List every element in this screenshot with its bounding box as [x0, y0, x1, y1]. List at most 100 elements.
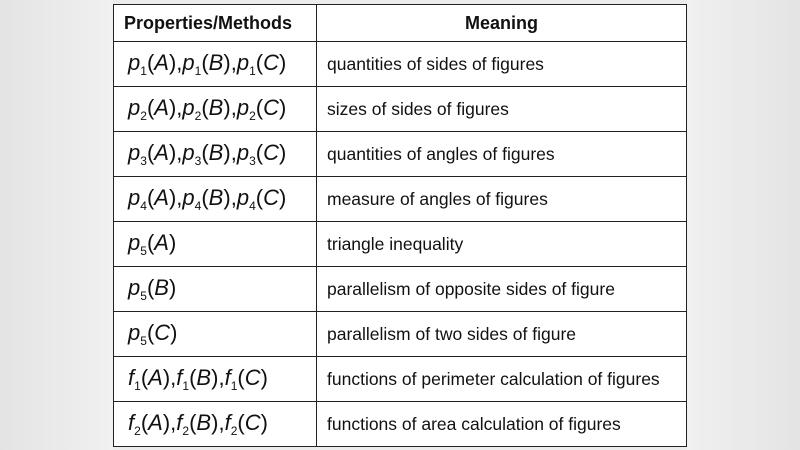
function-symbol: p	[128, 185, 141, 210]
property-cell: p2(A),p2(B),p2(C)	[113, 86, 317, 132]
function-argument: A	[148, 410, 163, 435]
function-subscript: 1	[249, 64, 256, 78]
property-cell: p5(A)	[113, 221, 317, 267]
table-row: p5(A) triangle inequality	[113, 221, 687, 267]
function-argument: C	[263, 185, 279, 210]
function-subscript: 5	[140, 289, 147, 303]
function-argument: B	[196, 410, 212, 435]
function-symbol: p	[128, 50, 141, 75]
function-subscript: 2	[140, 109, 147, 123]
function-symbol: f	[176, 365, 183, 390]
table-row: p4(A),p4(B),p4(C) measure of angles of fi…	[113, 176, 687, 222]
table-row: p5(C) parallelism of two sides of figure	[113, 311, 687, 357]
table-row: f1(A),f1(B),f1(C) functions of perimeter …	[113, 356, 687, 402]
function-symbol: p	[236, 140, 250, 165]
function-subscript: 2	[194, 109, 202, 123]
meaning-cell: parallelism of two sides of figure	[316, 311, 687, 357]
function-term: f1(B)	[176, 365, 219, 393]
function-symbol: p	[128, 320, 141, 345]
table-row: p2(A),p2(B),p2(C) sizes of sides of figur…	[113, 86, 687, 132]
function-symbol: p	[182, 95, 195, 120]
function-subscript: 4	[249, 199, 256, 213]
background-left	[0, 0, 113, 450]
function-argument: B	[196, 365, 212, 390]
function-symbol: f	[224, 410, 231, 435]
function-term: f1(C)	[224, 365, 268, 393]
meaning-cell: triangle inequality	[316, 221, 687, 267]
function-argument: A	[154, 95, 169, 120]
function-symbol: p	[128, 230, 141, 255]
function-term: p3(C)	[236, 140, 287, 168]
function-argument: B	[208, 50, 224, 75]
meaning-cell: functions of perimeter calculation of fi…	[316, 356, 687, 402]
function-term: p3(A)	[128, 140, 177, 168]
function-symbol: f	[176, 410, 183, 435]
function-term: f2(C)	[224, 410, 268, 438]
function-subscript: 2	[134, 424, 141, 438]
function-subscript: 1	[182, 379, 190, 393]
function-subscript: 1	[140, 64, 147, 78]
table-row: p1(A),p1(B),p1(C) quantities of sides of …	[113, 41, 687, 87]
function-subscript: 1	[194, 64, 202, 78]
function-term: p5(B)	[128, 275, 177, 303]
function-term: p5(C)	[128, 320, 178, 348]
property-cell: p1(A),p1(B),p1(C)	[113, 41, 317, 87]
meaning-cell: quantities of angles of figures	[316, 131, 687, 177]
function-argument: B	[208, 95, 224, 120]
table-row: f2(A),f2(B),f2(C) functions of area calcu…	[113, 401, 687, 447]
function-symbol: p	[236, 50, 250, 75]
meaning-cell: functions of area calculation of figures	[316, 401, 687, 447]
table-row: p5(B) parallelism of opposite sides of fi…	[113, 266, 687, 312]
function-term: p1(C)	[236, 50, 287, 78]
function-term: p2(A)	[128, 95, 177, 123]
background-right	[687, 0, 800, 450]
function-subscript: 2	[230, 424, 238, 438]
function-symbol: p	[236, 185, 250, 210]
function-subscript: 3	[140, 154, 147, 168]
function-term: p2(C)	[236, 95, 287, 123]
property-cell: p5(C)	[113, 311, 317, 357]
function-subscript: 4	[194, 199, 202, 213]
property-cell: p5(B)	[113, 266, 317, 312]
header-row: Properties/Methods Meaning	[113, 4, 687, 42]
property-cell: f1(A),f1(B),f1(C)	[113, 356, 317, 402]
table-row: p3(A),p3(B),p3(C) quantities of angles of…	[113, 131, 687, 177]
function-term: p3(B)	[182, 140, 231, 168]
function-argument: B	[154, 275, 169, 300]
function-argument: C	[263, 140, 279, 165]
function-argument: A	[148, 365, 163, 390]
function-subscript: 5	[140, 334, 147, 348]
function-symbol: f	[128, 365, 135, 390]
property-cell: f2(A),f2(B),f2(C)	[113, 401, 317, 447]
function-term: p4(A)	[128, 185, 177, 213]
function-term: f2(B)	[176, 410, 219, 438]
function-argument: A	[154, 50, 169, 75]
function-symbol: p	[182, 140, 195, 165]
property-cell: p4(A),p4(B),p4(C)	[113, 176, 317, 222]
function-subscript: 3	[249, 154, 256, 168]
function-argument: C	[263, 50, 279, 75]
function-argument: B	[208, 185, 224, 210]
meaning-cell: quantities of sides of figures	[316, 41, 687, 87]
function-argument: A	[154, 185, 169, 210]
function-subscript: 5	[140, 244, 147, 258]
function-subscript: 1	[230, 379, 238, 393]
function-term: p4(C)	[236, 185, 287, 213]
header-meaning: Meaning	[316, 4, 687, 42]
function-symbol: p	[182, 50, 195, 75]
function-term: p5(A)	[128, 230, 177, 258]
function-argument: B	[208, 140, 224, 165]
function-argument: C	[244, 365, 261, 390]
function-symbol: f	[128, 410, 135, 435]
function-term: p1(B)	[182, 50, 231, 78]
function-symbol: f	[224, 365, 231, 390]
function-subscript: 2	[249, 109, 256, 123]
function-argument: A	[154, 140, 169, 165]
function-term: f1(A)	[128, 365, 171, 393]
function-symbol: p	[182, 185, 195, 210]
function-term: p1(A)	[128, 50, 177, 78]
function-subscript: 4	[140, 199, 147, 213]
function-term: p4(B)	[182, 185, 231, 213]
meaning-cell: measure of angles of figures	[316, 176, 687, 222]
function-argument: C	[244, 410, 261, 435]
